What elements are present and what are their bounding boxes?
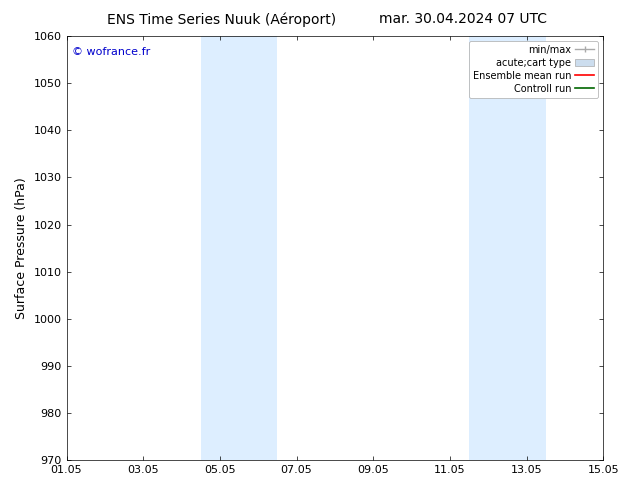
Text: ENS Time Series Nuuk (Aéroport): ENS Time Series Nuuk (Aéroport) — [107, 12, 337, 27]
Y-axis label: Surface Pressure (hPa): Surface Pressure (hPa) — [15, 177, 28, 319]
Bar — [469, 36, 546, 460]
Legend: min/max, acute;cart type, Ensemble mean run, Controll run: min/max, acute;cart type, Ensemble mean … — [469, 41, 598, 98]
Bar — [201, 36, 277, 460]
Text: mar. 30.04.2024 07 UTC: mar. 30.04.2024 07 UTC — [379, 12, 547, 26]
Text: © wofrance.fr: © wofrance.fr — [72, 47, 150, 57]
